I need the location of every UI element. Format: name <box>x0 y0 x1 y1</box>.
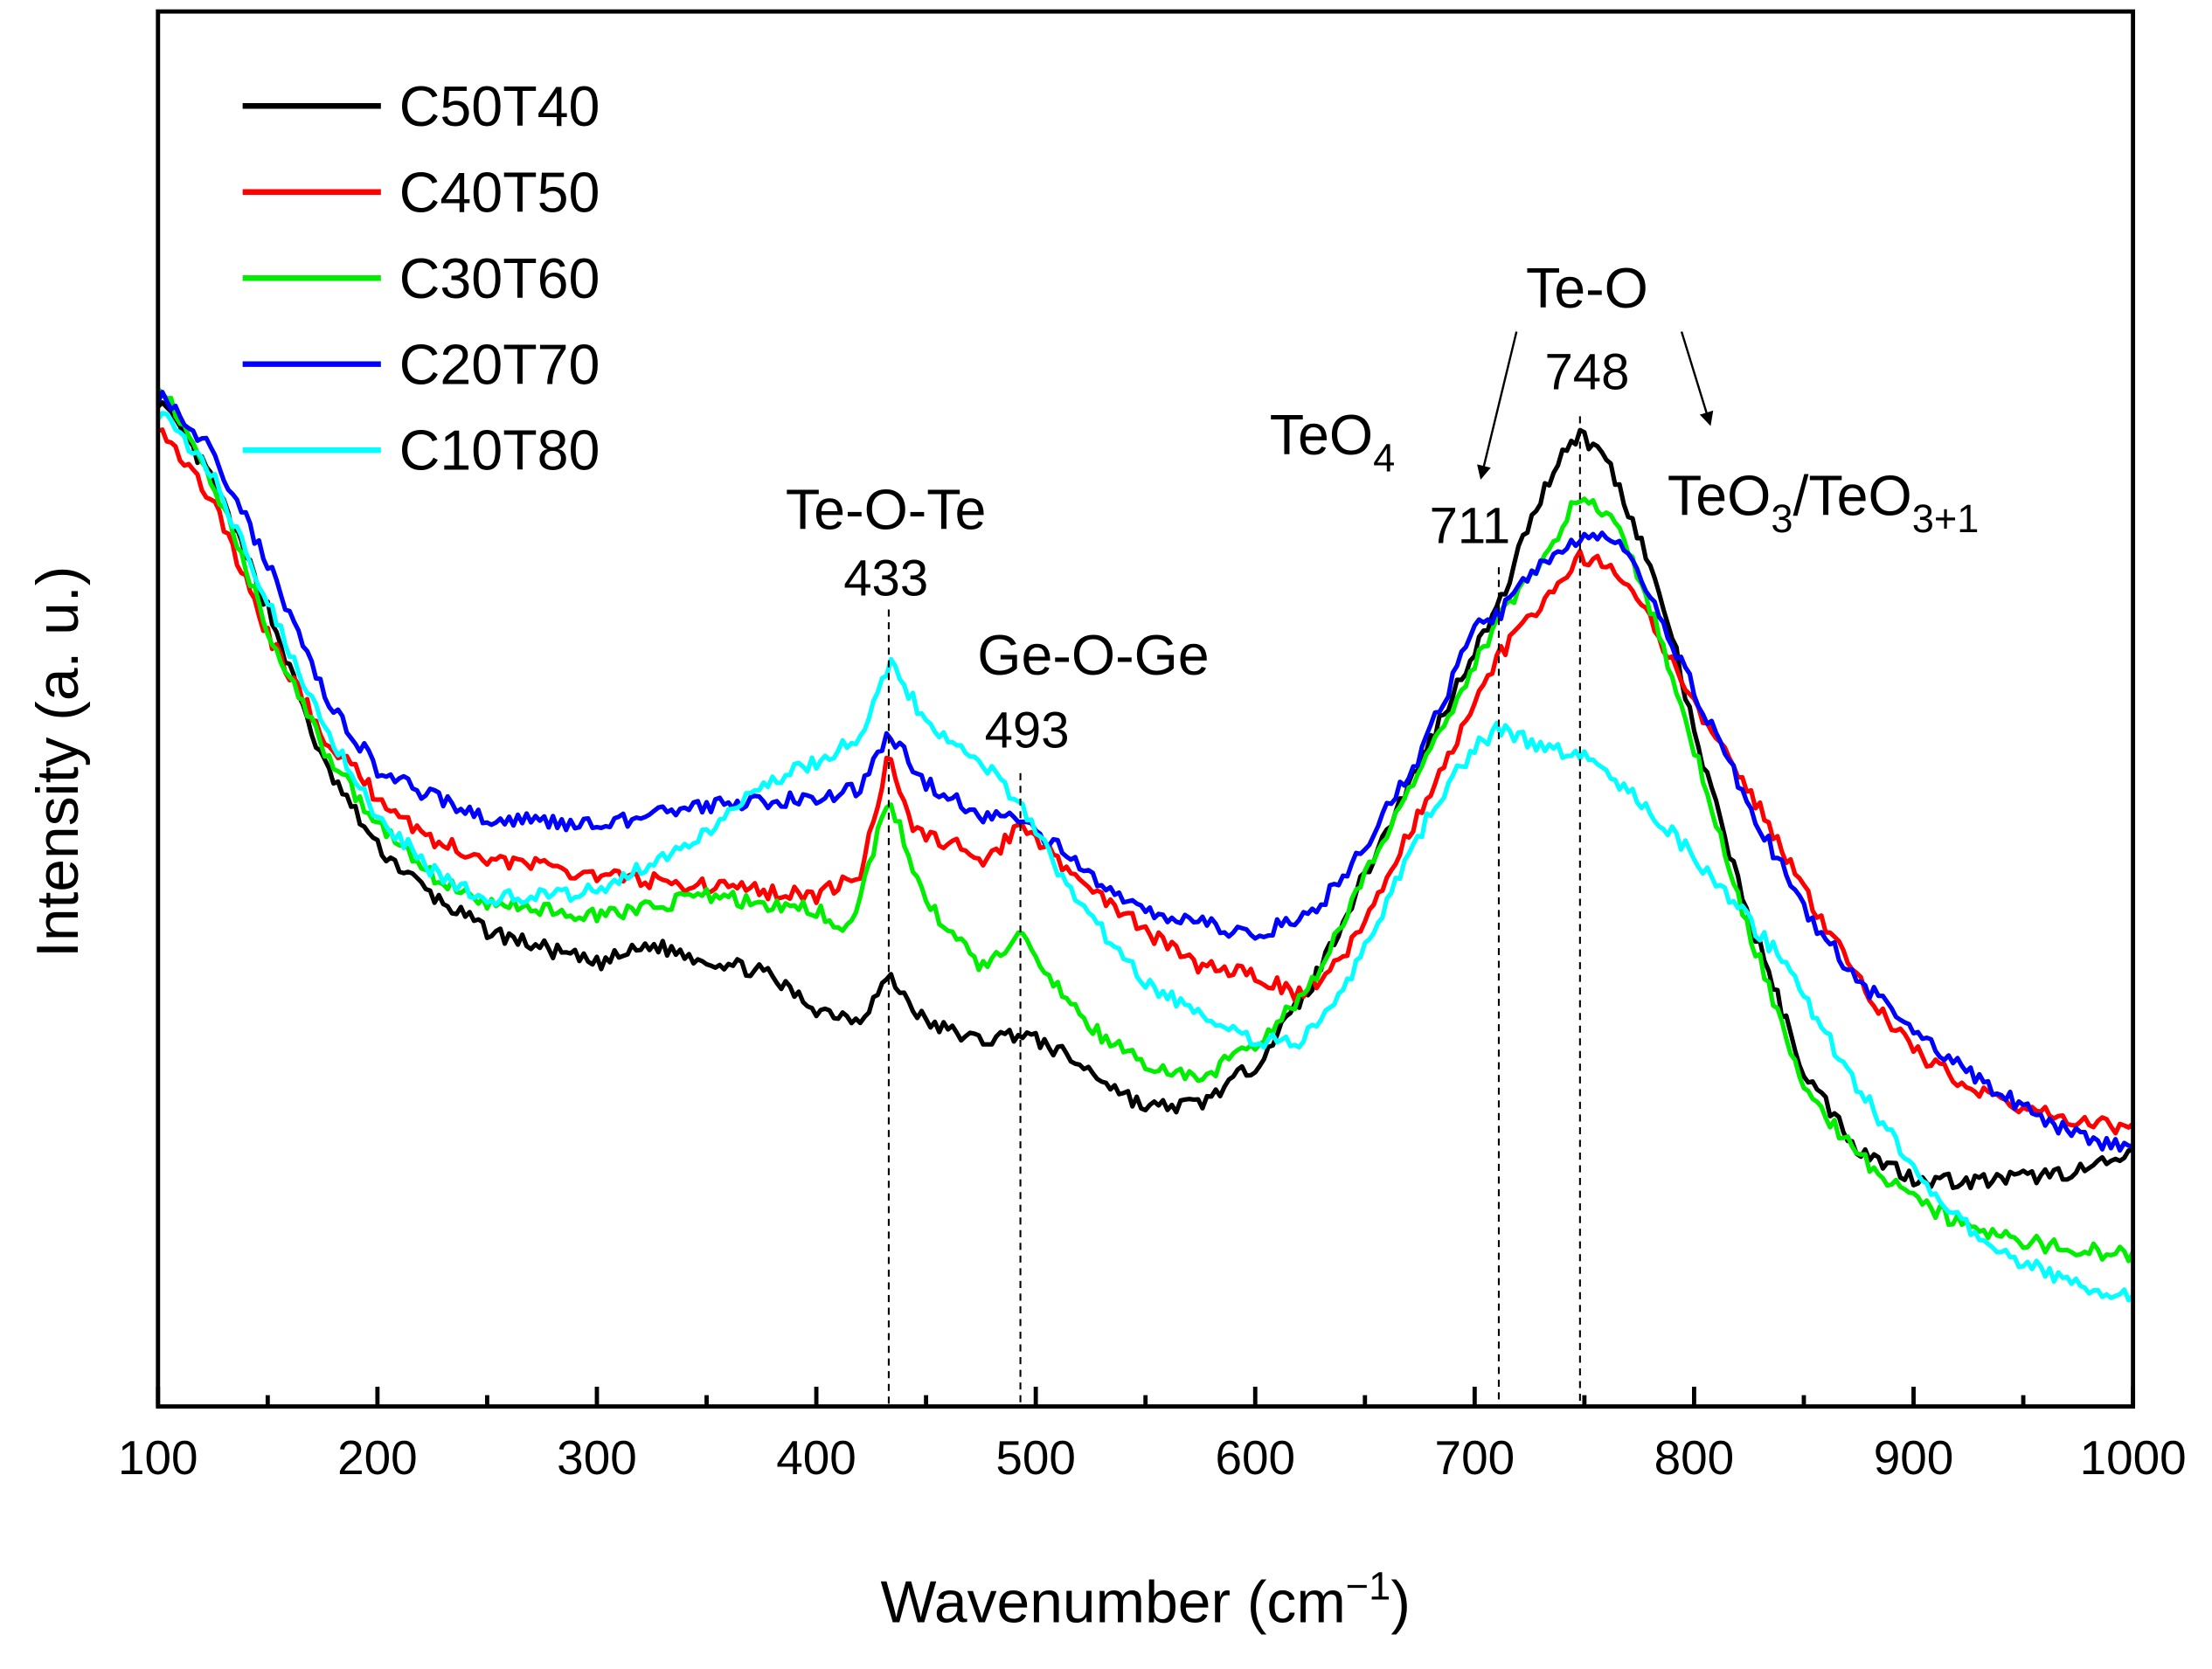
x-tick-label: 900 <box>1874 1430 1954 1485</box>
annotation-teo3-teo3plus1: TeO3/TeO3+1 <box>1668 464 1980 540</box>
annotation-te-o-te: Te-O-Te <box>786 479 987 542</box>
x-ticks: 100 200 300 400 500 600 700 800 900 1000 <box>118 1386 2187 1485</box>
series-line-C20T70 <box>156 390 2134 1153</box>
x-tick-label: 600 <box>1215 1430 1295 1485</box>
x-tick-label: 1000 <box>2080 1430 2187 1485</box>
arrow-to-teo4 <box>1477 331 1518 480</box>
series-line-C50T40 <box>156 400 2133 1191</box>
legend-label-C30T60: C30T60 <box>399 247 600 310</box>
x-tick-label: 100 <box>118 1430 198 1485</box>
annotation-748: 748 <box>1544 344 1629 401</box>
annotation-ge-o-ge: Ge-O-Ge <box>977 624 1209 687</box>
x-tick-label: 400 <box>776 1430 856 1485</box>
series-line-C30T60 <box>156 387 2135 1264</box>
legend: C50T40 C40T50 C30T60 C20T70 C10T80 <box>242 75 600 482</box>
legend-label-C10T80: C10T80 <box>399 419 600 482</box>
annotation-711: 711 <box>1430 498 1511 555</box>
y-axis-label: Intensity (a. u.) <box>25 566 91 958</box>
x-axis-label: Wavenumber (cm−1) <box>880 1564 1410 1636</box>
arrow-to-teo3 <box>1680 331 1714 426</box>
annotation-433: 433 <box>843 550 928 606</box>
x-tick-label: 700 <box>1435 1430 1515 1485</box>
legend-label-C50T40: C50T40 <box>399 75 600 138</box>
x-tick-label: 800 <box>1654 1430 1735 1485</box>
annotation-te-o: Te-O <box>1526 257 1648 320</box>
series-line-C40T50 <box>157 427 2135 1136</box>
x-tick-label: 500 <box>995 1430 1076 1485</box>
annotation-teo4: TeO4 <box>1270 404 1396 480</box>
x-tick-label: 300 <box>557 1430 637 1485</box>
peak-markers <box>887 416 1581 1407</box>
series-layer <box>156 387 2135 1303</box>
legend-label-C20T70: C20T70 <box>399 333 600 396</box>
series-line-C10T80 <box>156 411 2135 1303</box>
annotation-493: 493 <box>985 703 1070 759</box>
legend-label-C40T50: C40T50 <box>399 161 600 224</box>
x-tick-label: 200 <box>337 1430 418 1485</box>
